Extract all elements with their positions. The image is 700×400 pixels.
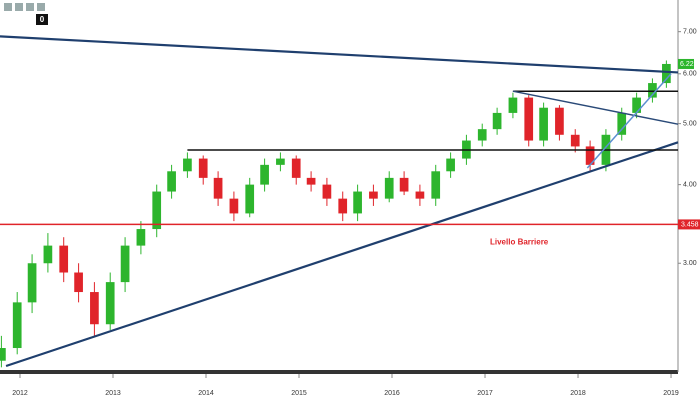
barrier-value: 3.458 xyxy=(681,221,699,228)
candle-body xyxy=(276,158,285,165)
x-tick-label: 2019 xyxy=(663,390,679,397)
candle-body xyxy=(570,134,580,147)
last-price-tag xyxy=(678,58,694,69)
trendline xyxy=(586,73,672,169)
y-tick-label: 4.00 xyxy=(683,181,697,188)
toolbar-icon[interactable] xyxy=(26,3,34,11)
candle-body xyxy=(648,83,657,98)
candle-body xyxy=(260,164,269,185)
candle-body xyxy=(492,112,502,130)
candle-body xyxy=(152,191,162,230)
candle-body xyxy=(338,198,348,214)
toolbar-icon[interactable] xyxy=(15,3,23,11)
counter: 0 xyxy=(40,15,45,24)
x-tick-label: 2017 xyxy=(477,390,493,397)
barrier-annotation: Livello Barriere xyxy=(490,238,549,247)
candle-body xyxy=(229,198,239,214)
y-tick-label: 5.00 xyxy=(683,120,697,127)
candle-body xyxy=(90,292,99,325)
candle-body xyxy=(477,129,487,141)
candle-body xyxy=(632,97,641,113)
candle-body xyxy=(59,245,69,273)
x-tick-label: 2016 xyxy=(384,390,400,397)
x-tick-label: 2014 xyxy=(198,390,214,397)
candle-body xyxy=(105,282,115,325)
candle-body xyxy=(183,158,192,172)
x-tick-label: 2015 xyxy=(291,390,307,397)
candle-body xyxy=(12,302,22,349)
x-tick-label: 2012 xyxy=(12,390,28,397)
candle-body xyxy=(617,112,627,135)
candle-body xyxy=(120,245,130,283)
candle-body xyxy=(306,177,316,185)
x-axis-band xyxy=(0,370,678,374)
candle-body xyxy=(136,229,146,246)
candle-body xyxy=(369,191,378,199)
candle-body xyxy=(0,348,6,361)
y-tick-label: 3.00 xyxy=(683,260,697,267)
toolbar-icon[interactable] xyxy=(4,3,12,11)
y-tick-label: 6.00 xyxy=(683,71,697,78)
candle-body xyxy=(524,97,534,141)
candle-body xyxy=(399,177,409,192)
candle-body xyxy=(415,191,425,199)
candle-body xyxy=(353,191,362,214)
candle-body xyxy=(431,171,441,199)
candle-body xyxy=(245,184,255,214)
candle-body xyxy=(27,263,37,303)
candle-body xyxy=(291,158,301,178)
y-tick-label: 7.00 xyxy=(683,29,697,36)
x-tick-label: 2013 xyxy=(105,390,121,397)
trendline xyxy=(512,90,679,125)
trendline xyxy=(5,141,679,368)
candle-body xyxy=(167,171,176,192)
counter-box xyxy=(36,14,48,25)
candle-body xyxy=(446,158,455,172)
candle-body xyxy=(662,63,671,84)
candle-body xyxy=(585,146,595,165)
candle-body xyxy=(508,97,518,113)
candle-body xyxy=(213,177,223,199)
barrier-tag xyxy=(678,219,700,230)
last-price: 6.22 xyxy=(680,61,694,68)
candle-body xyxy=(384,177,394,199)
candle-body xyxy=(555,107,564,135)
candle-body xyxy=(198,158,208,178)
x-tick-label: 2018 xyxy=(570,390,586,397)
candle-body xyxy=(74,272,83,293)
candle-body xyxy=(43,245,53,264)
candle-body xyxy=(322,184,332,199)
trendline xyxy=(0,35,679,74)
toolbar[interactable]: 0 xyxy=(4,3,48,25)
candle-body xyxy=(539,107,548,141)
toolbar-icon[interactable] xyxy=(37,3,45,11)
